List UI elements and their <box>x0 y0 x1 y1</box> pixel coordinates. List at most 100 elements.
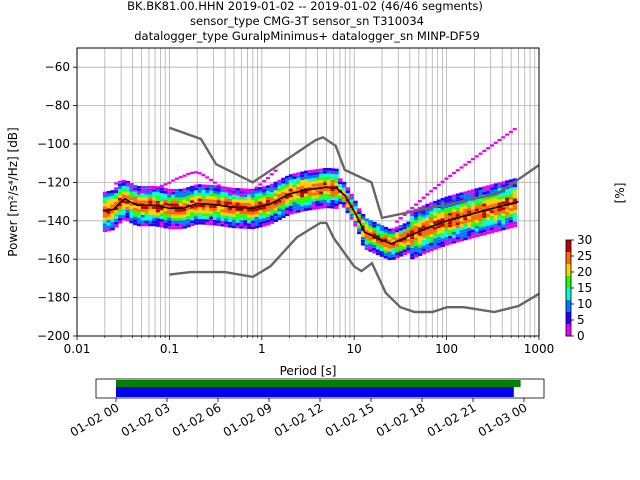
heatmap-cell <box>190 220 195 224</box>
heatmap-cell <box>163 183 168 186</box>
heatmap-cell <box>190 223 195 227</box>
heatmap-cell <box>421 248 427 252</box>
heatmap-cell <box>266 211 271 215</box>
heatmap-cell <box>501 213 506 216</box>
heatmap-cell <box>421 219 427 223</box>
heatmap-cell <box>493 194 499 198</box>
heatmap-cell <box>376 252 381 256</box>
heatmap-cell <box>341 190 347 194</box>
heatmap-cell <box>174 209 180 212</box>
heatmap-cell <box>152 197 157 201</box>
heatmap-cell <box>474 208 480 212</box>
heatmap-cell <box>205 207 210 211</box>
heatmap-cell <box>296 175 301 179</box>
heatmap-cell <box>167 223 172 227</box>
heatmap-cell <box>167 181 172 184</box>
heatmap-cell <box>429 202 434 206</box>
heatmap-cell <box>319 180 324 183</box>
heatmap-cell <box>334 185 339 189</box>
heatmap-cell <box>444 196 449 200</box>
heatmap-cell <box>167 211 172 215</box>
heatmap-cell <box>178 211 184 215</box>
heatmap-cell <box>133 213 138 217</box>
heatmap-cell <box>440 241 445 245</box>
heatmap-cell <box>417 215 423 219</box>
heatmap-cell <box>197 210 203 213</box>
heatmap-cell <box>155 224 161 227</box>
heatmap-cell <box>117 203 123 207</box>
heatmap-cell <box>125 192 130 196</box>
heatmap-cell <box>387 231 392 235</box>
heatmap-cell <box>190 205 195 209</box>
heatmap-cell <box>243 208 248 212</box>
heatmap-cell <box>300 208 305 212</box>
heatmap-cell <box>182 199 187 203</box>
heatmap-cell <box>235 222 241 226</box>
heatmap-cell <box>129 183 134 186</box>
colorbar-tick-label: 30 <box>577 233 592 247</box>
heatmap-cell <box>391 231 396 234</box>
heatmap-cell <box>159 187 165 191</box>
heatmap-cell <box>250 226 256 230</box>
heatmap-cell <box>391 233 396 237</box>
heatmap-cell <box>224 198 229 202</box>
heatmap-cell <box>266 199 271 203</box>
heatmap-cell <box>247 217 252 221</box>
heatmap-cell <box>193 171 198 174</box>
heatmap-cell <box>239 199 244 203</box>
heatmap-cell <box>455 219 461 223</box>
heatmap-cell <box>421 242 427 246</box>
heatmap-cell <box>311 195 316 199</box>
heatmap-cell <box>182 208 187 212</box>
heatmap-cell <box>216 220 222 224</box>
heatmap-cell <box>228 193 233 196</box>
heatmap-cell <box>383 232 389 236</box>
heatmap-cell <box>444 234 449 237</box>
heatmap-cell <box>171 203 176 207</box>
heatmap-cell <box>489 144 494 147</box>
heatmap-cell <box>247 220 252 224</box>
heatmap-cell <box>273 216 279 220</box>
heatmap-cell <box>254 225 260 229</box>
heatmap-cell <box>501 201 506 205</box>
heatmap-cell <box>235 205 241 209</box>
heatmap-cell <box>250 214 256 218</box>
heatmap-cell <box>501 210 506 213</box>
heatmap-cell <box>398 250 404 254</box>
heatmap-cell <box>319 168 324 172</box>
heatmap-cell <box>171 197 176 201</box>
heatmap-cell <box>417 221 423 225</box>
heatmap-cell <box>129 191 134 195</box>
heatmap-cell <box>429 236 434 240</box>
heatmap-cell <box>216 203 222 206</box>
heatmap-cell <box>205 187 210 191</box>
heatmap-cell <box>250 209 256 212</box>
colorbar-tick-label: 15 <box>577 281 592 295</box>
heatmap-cell <box>417 241 423 245</box>
heatmap-cell <box>250 191 256 195</box>
heatmap-cell <box>326 176 332 180</box>
heatmap-cell <box>266 208 271 212</box>
heatmap-cell <box>269 212 275 216</box>
heatmap-cell <box>444 231 449 234</box>
heatmap-cell <box>421 216 427 220</box>
heatmap-cell <box>414 254 419 258</box>
heatmap-cell <box>193 219 199 222</box>
heatmap-cell <box>300 174 305 178</box>
heatmap-cell <box>372 242 377 245</box>
heatmap-cell <box>444 205 449 209</box>
heatmap-cell <box>247 188 252 192</box>
heatmap-cell <box>102 220 108 224</box>
heatmap-cell <box>470 200 476 204</box>
heatmap-cell <box>360 242 366 246</box>
heatmap-cell <box>470 209 476 213</box>
heatmap-cell <box>455 239 461 243</box>
heatmap-cell <box>288 205 294 209</box>
heatmap-cell <box>467 210 472 214</box>
heatmap-cell <box>470 229 476 233</box>
heatmap-cell <box>288 182 294 186</box>
heatmap-cell <box>372 239 377 242</box>
heatmap-cell <box>376 249 381 253</box>
heatmap-cell <box>463 191 468 195</box>
heatmap-cell <box>303 205 309 208</box>
